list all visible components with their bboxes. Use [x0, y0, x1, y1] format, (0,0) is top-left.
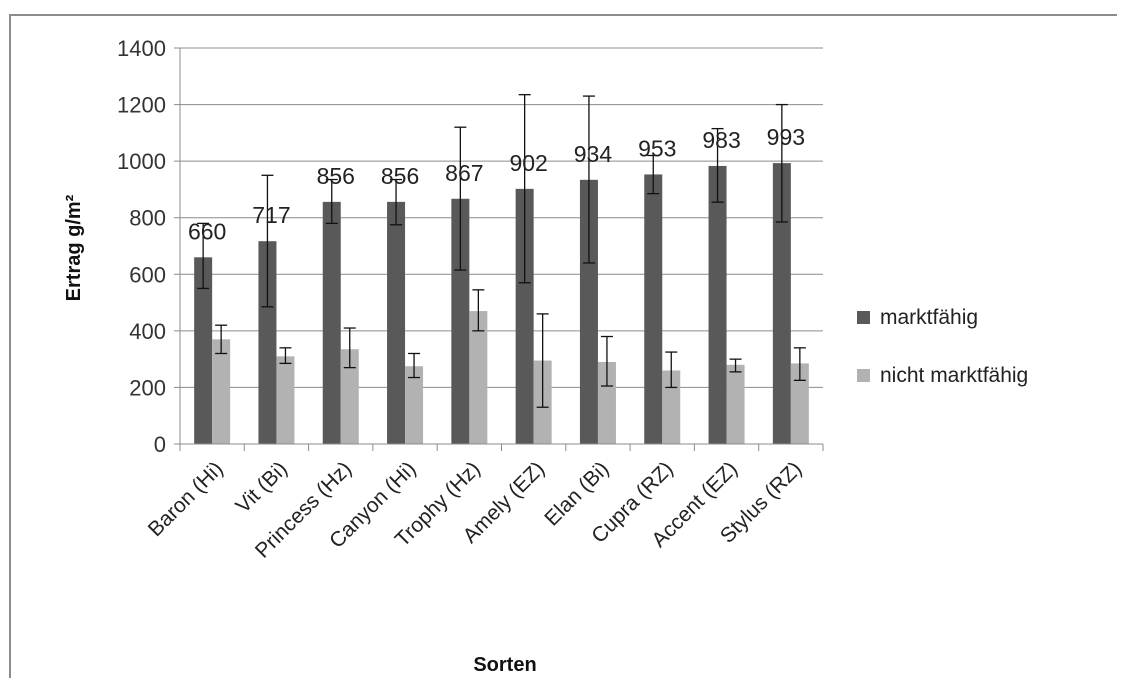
data-label: 993	[767, 124, 805, 150]
bar	[772, 163, 791, 444]
bar	[662, 370, 681, 444]
data-label: 902	[509, 150, 547, 176]
y-tick-label: 400	[129, 319, 166, 344]
bar	[276, 356, 295, 444]
bar	[322, 201, 341, 444]
error-bars	[197, 94, 806, 408]
data-label: 953	[638, 135, 676, 161]
x-axis-ticks: Baron (Hi) Vit (Bi)Princess (Hz)Canyon (H…	[144, 457, 807, 562]
y-tick-label: 1200	[117, 93, 166, 118]
y-axis-title: Ertrag g/m²	[63, 194, 85, 301]
y-tick-label: 1400	[117, 36, 166, 61]
data-label: 660	[188, 218, 226, 244]
data-label: 856	[317, 163, 355, 189]
bar	[708, 165, 727, 445]
data-label: 856	[381, 163, 419, 189]
bar	[194, 257, 213, 444]
bar	[579, 179, 598, 444]
y-axis-ticks: 0 200 400 600 800 1000 1200 1400	[117, 36, 166, 457]
data-label: 717	[252, 202, 290, 228]
x-tick-label: Baron (Hi)	[144, 457, 228, 541]
bar	[340, 349, 359, 444]
y-tick-label: 600	[129, 262, 166, 287]
legend-swatch	[857, 369, 870, 382]
y-tick-label: 800	[129, 206, 166, 231]
bar	[212, 339, 231, 444]
bar	[387, 201, 406, 444]
bar	[515, 188, 534, 444]
legend-swatch	[857, 311, 870, 324]
data-label: 867	[445, 160, 483, 186]
x-tick-label: Vit (Bi)	[231, 457, 292, 518]
bar	[451, 198, 470, 444]
bar	[258, 241, 277, 444]
legend-label: marktfähig	[880, 306, 978, 329]
y-tick-label: 200	[129, 375, 166, 400]
data-label: 934	[574, 141, 613, 167]
axes	[179, 48, 824, 451]
bar	[405, 366, 424, 444]
x-axis-title: Sorten	[473, 654, 536, 676]
bar	[469, 311, 488, 444]
chart-frame	[9, 14, 1117, 678]
data-label: 983	[702, 127, 740, 153]
bar	[790, 363, 809, 444]
legend: marktfähig nicht marktfähig	[857, 306, 1028, 387]
legend-label: nicht marktfähig	[880, 364, 1028, 387]
bar	[644, 174, 663, 445]
bar	[597, 361, 616, 444]
y-tick-label: 0	[154, 432, 166, 457]
y-tick-label: 1000	[117, 149, 166, 174]
bar	[726, 364, 745, 444]
data-labels: 660 717 856 856 867 902 934 953 983 993	[188, 124, 805, 244]
bars	[194, 163, 809, 445]
